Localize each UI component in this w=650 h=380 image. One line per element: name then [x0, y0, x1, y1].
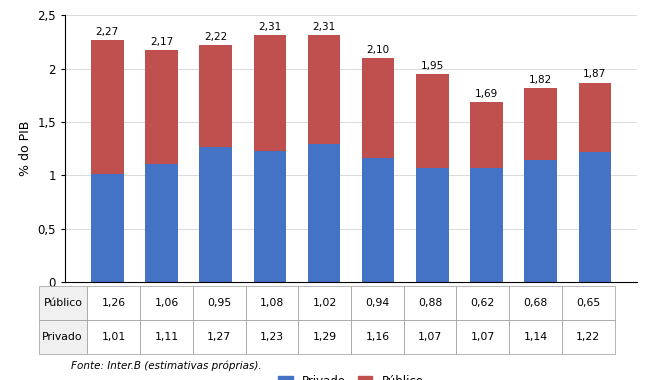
- Text: 1,87: 1,87: [583, 69, 606, 79]
- Bar: [525, 160, 557, 282]
- Text: 2,10: 2,10: [367, 45, 389, 55]
- Bar: [307, 144, 340, 282]
- Legend: Privado, Público: Privado, Público: [274, 370, 428, 380]
- Bar: [416, 74, 448, 168]
- Bar: [578, 152, 611, 282]
- Bar: [416, 168, 448, 282]
- Bar: [307, 35, 340, 144]
- Bar: [470, 168, 502, 282]
- Bar: [470, 102, 502, 168]
- Text: 1,69: 1,69: [474, 89, 498, 98]
- Text: 1,95: 1,95: [421, 61, 444, 71]
- Text: 2,31: 2,31: [312, 22, 335, 32]
- Text: 2,22: 2,22: [204, 32, 227, 42]
- Text: 1,82: 1,82: [529, 74, 552, 85]
- Bar: [91, 40, 124, 174]
- Bar: [200, 147, 232, 282]
- Bar: [145, 164, 177, 282]
- Bar: [145, 51, 177, 164]
- Bar: [200, 45, 232, 147]
- Bar: [362, 58, 395, 158]
- Bar: [525, 88, 557, 160]
- Text: 2,27: 2,27: [96, 27, 119, 36]
- Bar: [254, 35, 286, 151]
- Bar: [578, 82, 611, 152]
- Text: Fonte: Inter.B (estimativas próprias).: Fonte: Inter.B (estimativas próprias).: [71, 360, 261, 371]
- Bar: [254, 151, 286, 282]
- Y-axis label: % do PIB: % do PIB: [19, 121, 32, 176]
- Bar: [362, 158, 395, 282]
- Text: 2,31: 2,31: [258, 22, 281, 32]
- Bar: [91, 174, 124, 282]
- Text: 2,17: 2,17: [150, 37, 173, 47]
